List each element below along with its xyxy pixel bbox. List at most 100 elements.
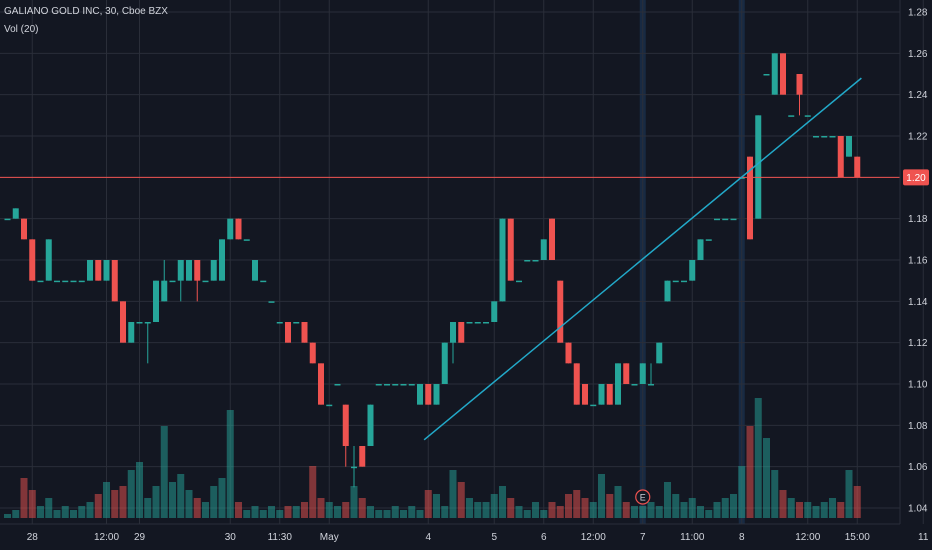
candle-body[interactable] [763, 74, 770, 76]
candle-body[interactable] [516, 280, 522, 283]
candle-body[interactable] [276, 322, 283, 324]
candle-body[interactable] [639, 363, 646, 384]
candle-body[interactable] [730, 218, 737, 221]
candle-body[interactable] [557, 280, 564, 343]
candle-body[interactable] [70, 280, 77, 283]
candle-body[interactable] [780, 53, 786, 95]
candle-body[interactable] [128, 322, 135, 343]
candle-body[interactable] [161, 280, 168, 302]
volume-legend[interactable]: Vol (20) [4, 24, 39, 35]
trendline[interactable] [423, 77, 862, 441]
candle-body[interactable] [62, 280, 69, 283]
candle-body[interactable] [351, 466, 357, 469]
candle-body[interactable] [408, 384, 415, 386]
candle-body[interactable] [590, 404, 597, 407]
candle-body[interactable] [697, 239, 704, 260]
candle-body[interactable] [466, 322, 473, 324]
candle-body[interactable] [664, 280, 671, 302]
candle-body[interactable] [202, 280, 209, 283]
candle-body[interactable] [829, 136, 836, 138]
candle-body[interactable] [95, 260, 102, 281]
candle-body[interactable] [804, 115, 811, 117]
candle-body[interactable] [219, 239, 225, 281]
candle-body[interactable] [714, 218, 720, 221]
candle-body[interactable] [384, 384, 390, 386]
candle-body[interactable] [615, 363, 621, 405]
time-axis[interactable]: 28 12:00 29 30 11:30 May 4 5 6 12:00 7 11:00 8 12:00 1… [0, 523, 929, 543]
candle-body[interactable] [227, 218, 234, 240]
candle-body[interactable] [21, 218, 27, 240]
candle-body[interactable] [260, 280, 267, 283]
candle-body[interactable] [318, 363, 324, 405]
candle-body[interactable] [788, 115, 795, 117]
candle-body[interactable] [507, 218, 514, 281]
candle-body[interactable] [450, 322, 456, 343]
candle-body[interactable] [243, 239, 250, 241]
candle-body[interactable] [524, 260, 531, 262]
candle-body[interactable] [491, 301, 498, 322]
candle-body[interactable] [738, 177, 745, 179]
candle-body[interactable] [837, 136, 844, 178]
candle-body[interactable] [186, 260, 192, 281]
candle-body[interactable] [177, 260, 184, 281]
candle-body[interactable] [103, 260, 110, 281]
symbol-legend[interactable]: GALIANO GOLD INC, 30, Cboe BZX [4, 6, 168, 17]
candle-body[interactable] [474, 322, 481, 324]
candle-body[interactable] [87, 260, 93, 281]
candle-body[interactable] [689, 260, 696, 281]
candle-body[interactable] [326, 404, 333, 407]
candle-body[interactable] [681, 280, 687, 283]
candle-body[interactable] [342, 404, 349, 446]
candle-body[interactable] [12, 208, 19, 219]
candle-body[interactable] [582, 384, 588, 405]
candle-body[interactable] [499, 218, 506, 302]
candle-body[interactable] [648, 384, 654, 386]
candle-body[interactable] [268, 301, 275, 303]
candle-body[interactable] [854, 156, 861, 178]
candle-body[interactable] [813, 136, 819, 138]
candle-body[interactable] [400, 384, 407, 386]
candle-body[interactable] [392, 384, 399, 386]
candle-body[interactable] [210, 260, 217, 281]
candle-body[interactable] [425, 384, 432, 405]
candle-body[interactable] [4, 218, 11, 221]
candle-body[interactable] [441, 342, 448, 384]
candle-body[interactable] [367, 404, 374, 446]
candle-body[interactable] [747, 156, 753, 240]
candle-body[interactable] [136, 322, 143, 324]
candle-body[interactable] [120, 301, 126, 343]
candle-body[interactable] [631, 384, 638, 386]
candle-body[interactable] [293, 322, 300, 324]
candle-body[interactable] [598, 384, 605, 405]
price-axis[interactable]: 1.04 1.06 1.08 1.10 1.12 1.14 1.16 1.18 1.20 1.22… [899, 0, 929, 524]
candle-body[interactable] [606, 384, 613, 405]
candle-body[interactable] [705, 239, 712, 241]
candle-body[interactable] [540, 239, 547, 260]
candle-body[interactable] [549, 218, 555, 260]
candle-body[interactable] [656, 342, 663, 364]
candle-body[interactable] [532, 260, 539, 262]
candle-body[interactable] [309, 342, 316, 364]
candle-body[interactable] [111, 260, 118, 302]
candle-body[interactable] [755, 115, 762, 219]
candle-body[interactable] [334, 384, 341, 386]
candle-body[interactable] [235, 218, 242, 240]
candle-body[interactable] [144, 322, 151, 324]
candle-body[interactable] [771, 53, 778, 95]
candle-body[interactable] [169, 280, 176, 283]
candle-body[interactable] [796, 74, 803, 95]
candle-body[interactable] [722, 218, 729, 221]
candle-body[interactable] [37, 280, 44, 283]
candle-body[interactable] [821, 136, 828, 138]
candle-body[interactable] [45, 239, 52, 281]
candle-body[interactable] [301, 322, 308, 343]
candle-body[interactable] [29, 239, 36, 281]
candle-body[interactable] [417, 384, 423, 405]
candlesticks[interactable] [4, 53, 861, 488]
candle-body[interactable] [375, 384, 382, 386]
candle-body[interactable] [573, 363, 580, 405]
candle-body[interactable] [433, 384, 440, 405]
candle-body[interactable] [672, 280, 679, 283]
candle-body[interactable] [359, 446, 366, 467]
